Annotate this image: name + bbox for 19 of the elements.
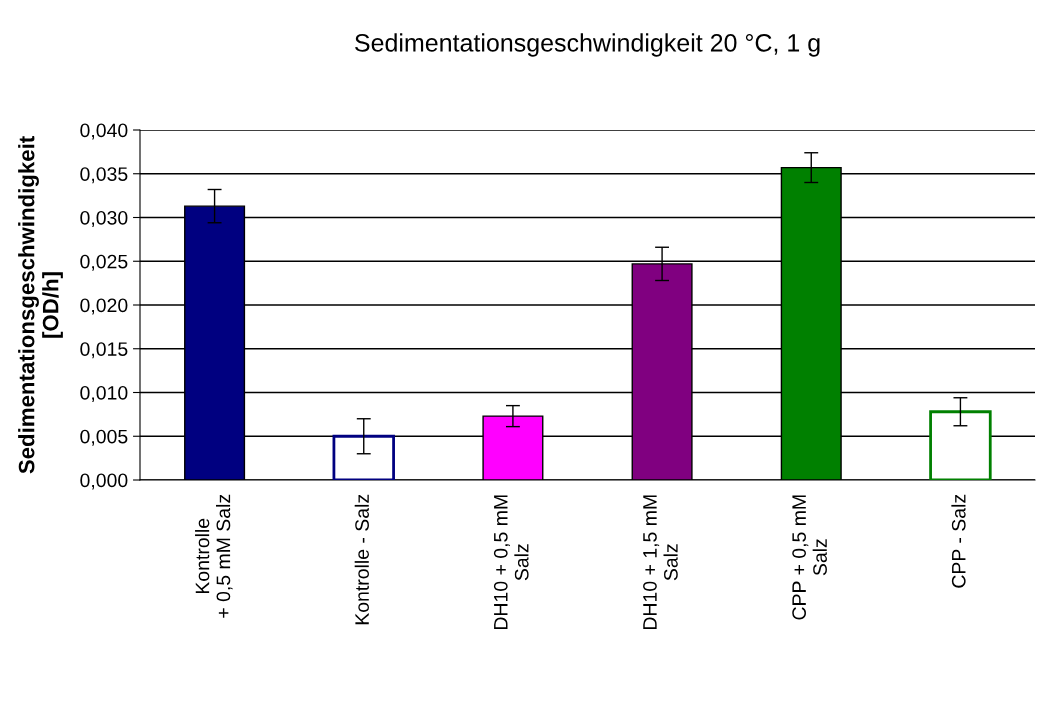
x-tick-label: CPP - Salz bbox=[951, 494, 966, 588]
bar bbox=[929, 410, 992, 480]
x-tick-label: DH10 + 0,5 mM Salz bbox=[493, 495, 529, 629]
y-tick-label: 0,035 bbox=[80, 167, 128, 184]
y-axis-title: Sedimentationsgeschwindigkeit [OD/h] bbox=[18, 136, 63, 474]
x-tick-label: Kontrolle + 0,5 mM Salz bbox=[195, 494, 233, 618]
x-tick-label: Kontrolle - Salz bbox=[354, 494, 369, 625]
x-tick-label: DH10 + 1,5 mM Salz bbox=[643, 495, 678, 629]
chart-title: Sedimentationsgeschwindigkeit 20 °C, 1 g bbox=[355, 33, 820, 57]
y-tick-label: 0,015 bbox=[80, 342, 128, 359]
y-tick-label: 0,005 bbox=[80, 429, 128, 446]
y-tick-label: 0,030 bbox=[80, 210, 128, 228]
x-tick-label: CPP + 0,5 mM Salz bbox=[792, 495, 827, 620]
y-tick-label: 0,040 bbox=[80, 123, 128, 140]
y-tick-label: 0,020 bbox=[80, 298, 128, 315]
bar bbox=[332, 434, 395, 480]
y-tick-label: 0,010 bbox=[80, 385, 128, 403]
y-tick-label: 0,000 bbox=[80, 473, 128, 490]
y-tick-label: 0,025 bbox=[80, 254, 128, 271]
